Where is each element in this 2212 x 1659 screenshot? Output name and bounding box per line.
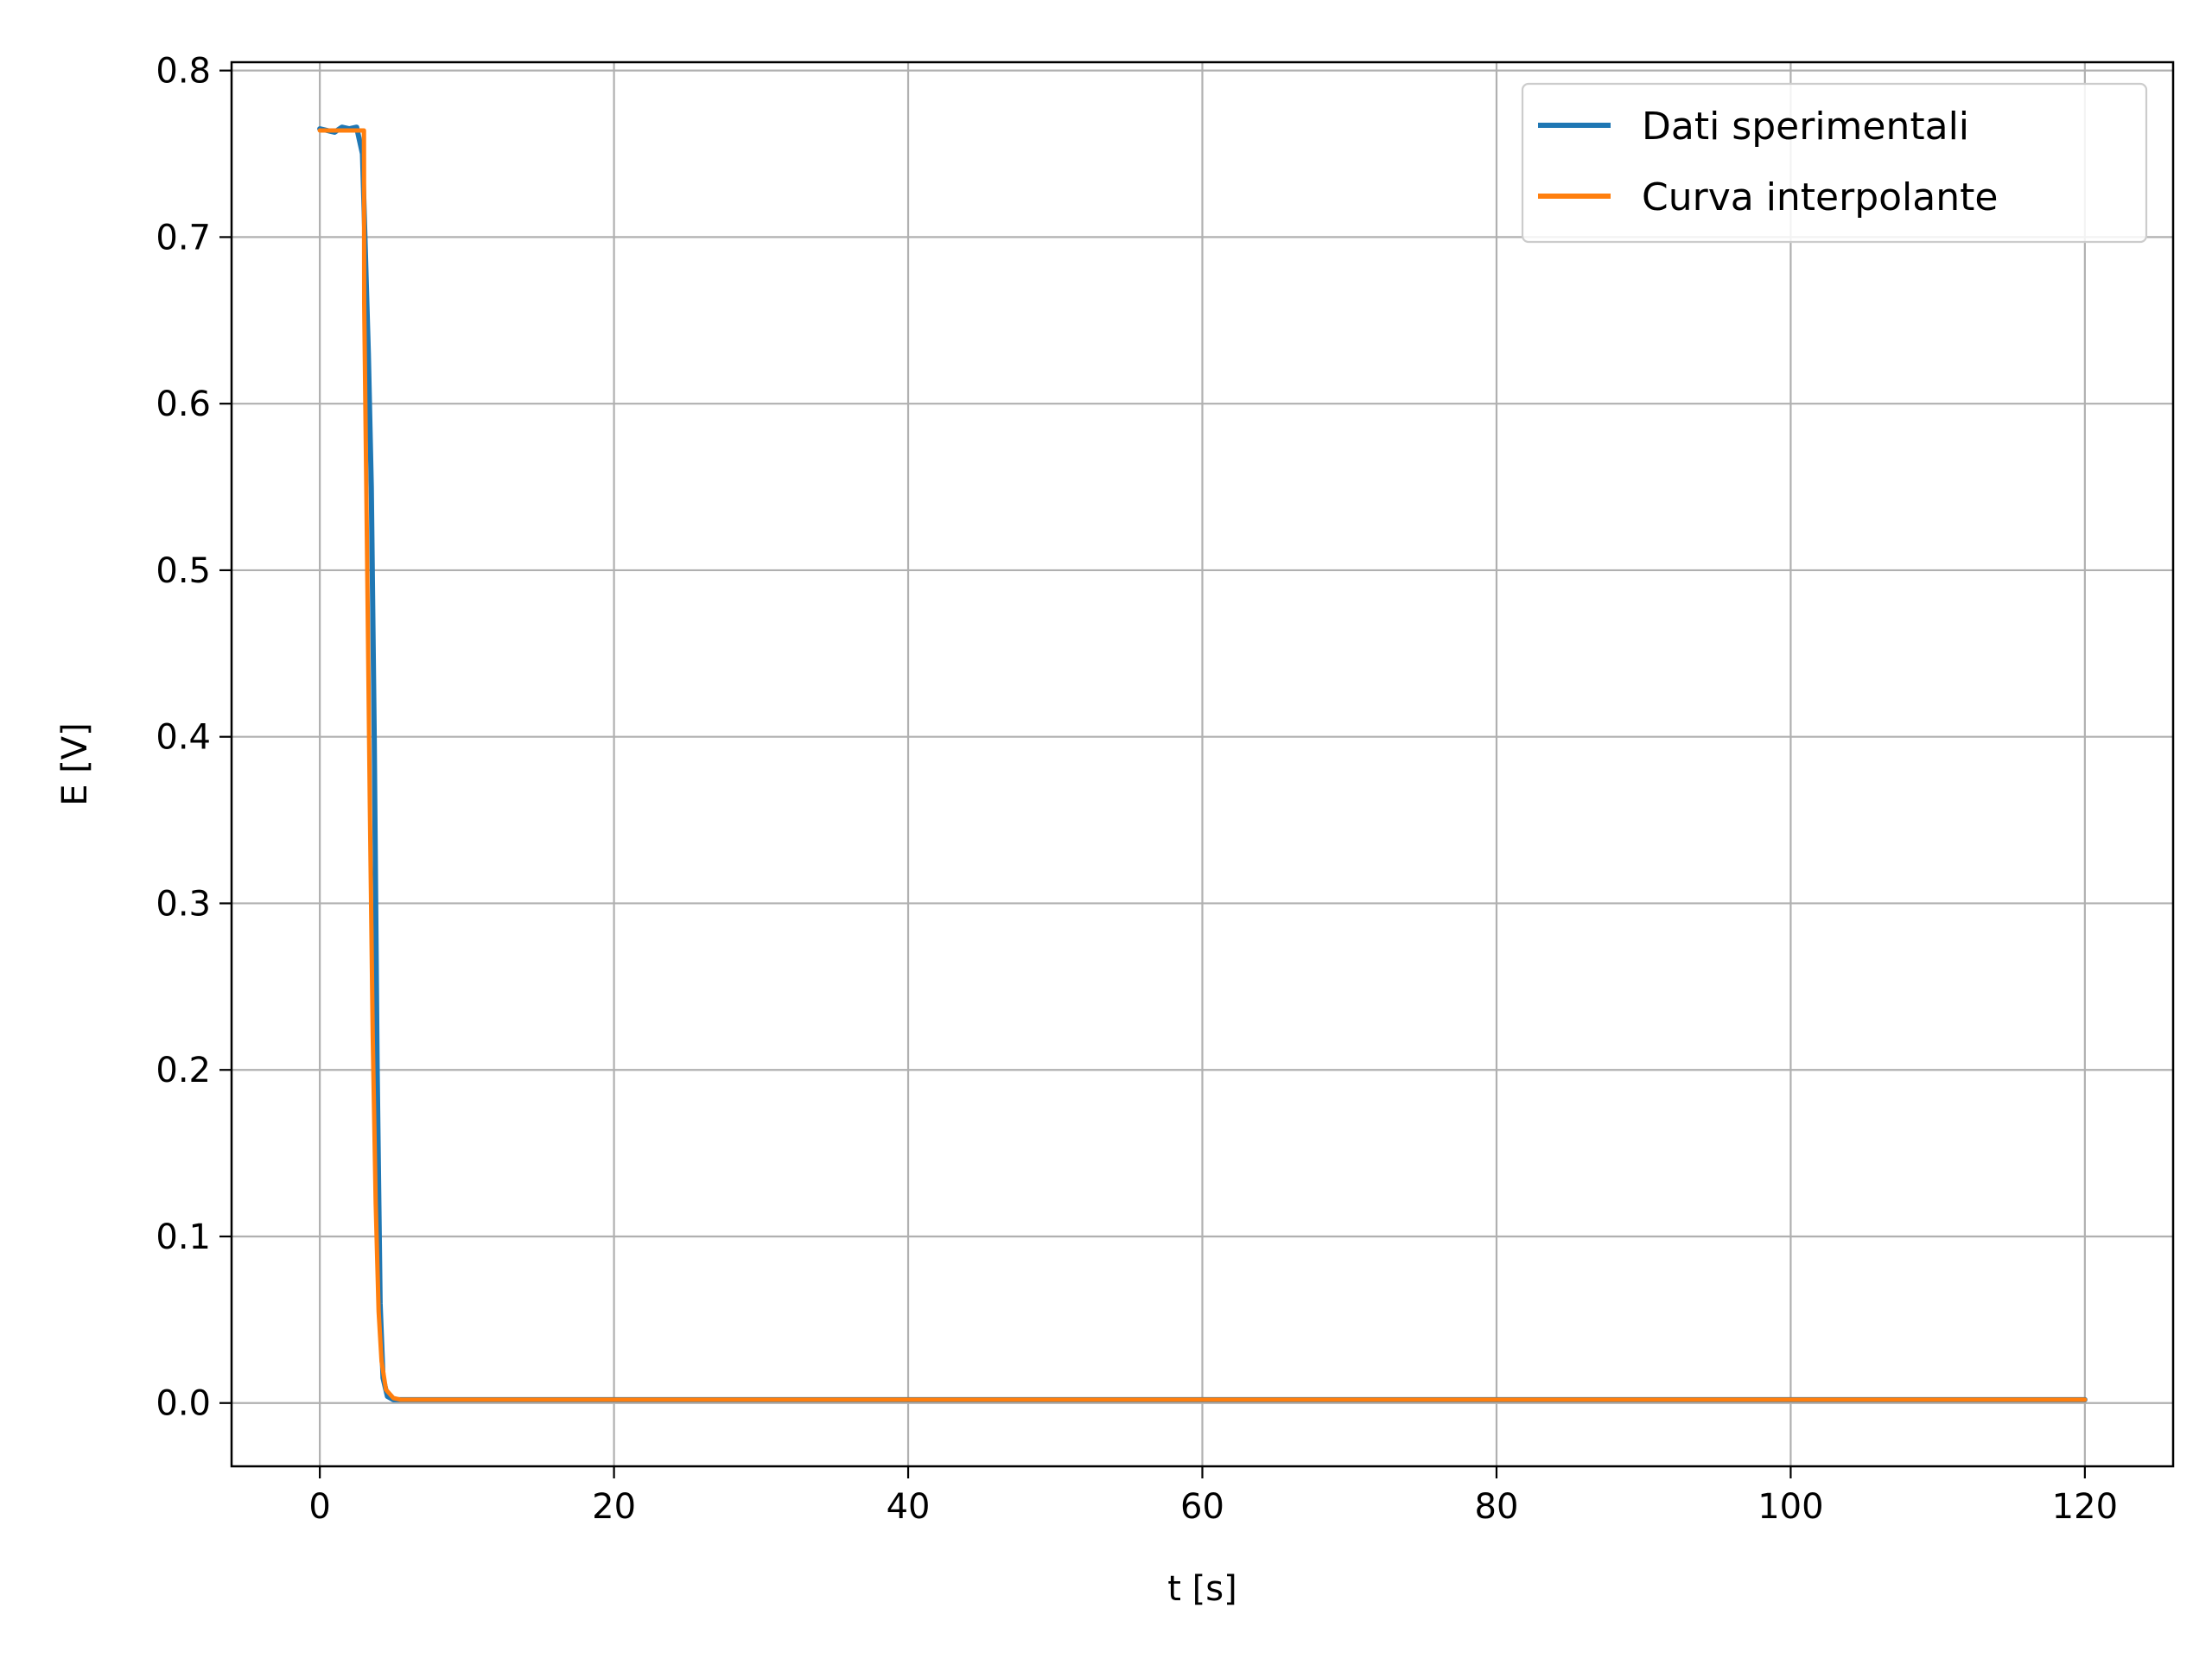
series-line-2 <box>317 128 2088 1402</box>
y-tick-label: 0.0 <box>156 1384 211 1424</box>
x-tick-label: 20 <box>592 1487 636 1527</box>
legend: Dati sperimentali Curva interpolante <box>1521 82 2148 244</box>
y-tick-label: 0.7 <box>156 218 211 257</box>
y-tick-label: 0.8 <box>156 52 211 92</box>
ticks: 0 20 40 60 80 100 120 0.0 0.1 0.2 0.3 0.4 0.5 0.6 0.7 0… <box>156 52 2118 1527</box>
y-tick-label: 0.3 <box>156 884 211 924</box>
x-tick-label: 40 <box>887 1487 931 1527</box>
y-tick-label: 0.2 <box>156 1051 211 1090</box>
grid <box>232 62 2173 1466</box>
x-tick-label: 120 <box>2052 1487 2118 1527</box>
x-tick-label: 60 <box>1180 1487 1224 1527</box>
series-layer <box>317 124 2088 1402</box>
y-tick-label: 0.6 <box>156 385 211 424</box>
y-tick-label: 0.5 <box>156 551 211 591</box>
legend-box <box>1521 82 2148 244</box>
y-tick-label: 0.4 <box>156 718 211 758</box>
y-tick-label: 0.1 <box>156 1217 211 1257</box>
legend-label: Dati sperimentali <box>1642 105 1969 149</box>
legend-label: Curva interpolante <box>1642 175 1998 219</box>
x-tick-label: 0 <box>308 1487 330 1527</box>
x-axis-label: t [s] <box>1167 1569 1236 1609</box>
y-axis-label: E [V] <box>55 722 95 806</box>
x-tick-label: 80 <box>1475 1487 1519 1527</box>
x-tick-label: 100 <box>1758 1487 1823 1527</box>
